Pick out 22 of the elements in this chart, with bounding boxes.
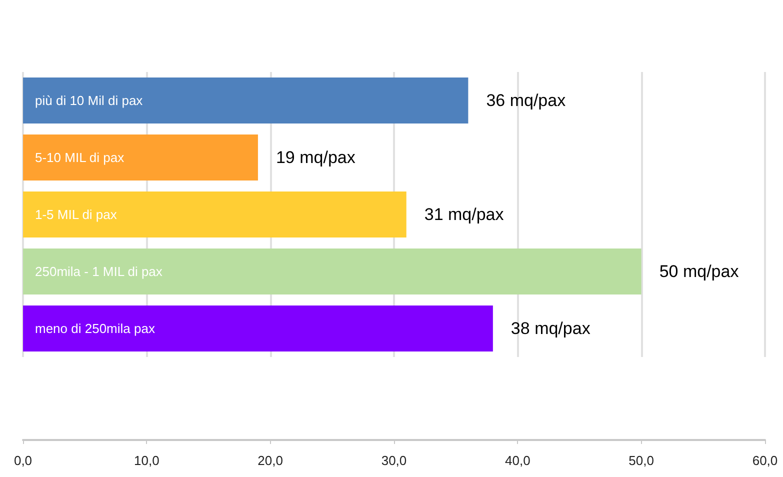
bar	[23, 78, 468, 124]
data-label: 50 mq/pax	[659, 262, 740, 281]
y-tick-label: 1-5 MIL di pax	[35, 207, 118, 222]
bar	[23, 134, 258, 180]
x-tick-label: 40,0	[505, 453, 530, 468]
y-tick-label: 5-10 MIL di pax	[35, 150, 125, 165]
x-tick-label: 60,0	[752, 453, 778, 468]
bar	[23, 306, 493, 352]
data-label: 38 mq/pax	[510, 319, 591, 338]
x-tick-label: 50,0	[628, 453, 654, 468]
x-tick-label: 10,0	[134, 453, 160, 468]
data-label: 19 mq/pax	[276, 148, 356, 167]
x-tick-label: 0,0	[14, 453, 32, 468]
bar	[23, 248, 642, 294]
x-tick-label: 20,0	[258, 453, 283, 468]
y-tick-label: più di 10 Mil di pax	[35, 93, 144, 108]
data-label: 31 mq/pax	[424, 205, 504, 224]
x-tick-label: 30,0	[381, 453, 407, 468]
bar	[23, 192, 406, 238]
data-label: 36 mq/pax	[486, 91, 566, 110]
y-tick-label: 250mila - 1 MIL di pax	[35, 264, 163, 279]
y-tick-label: meno di 250mila pax	[35, 321, 156, 336]
